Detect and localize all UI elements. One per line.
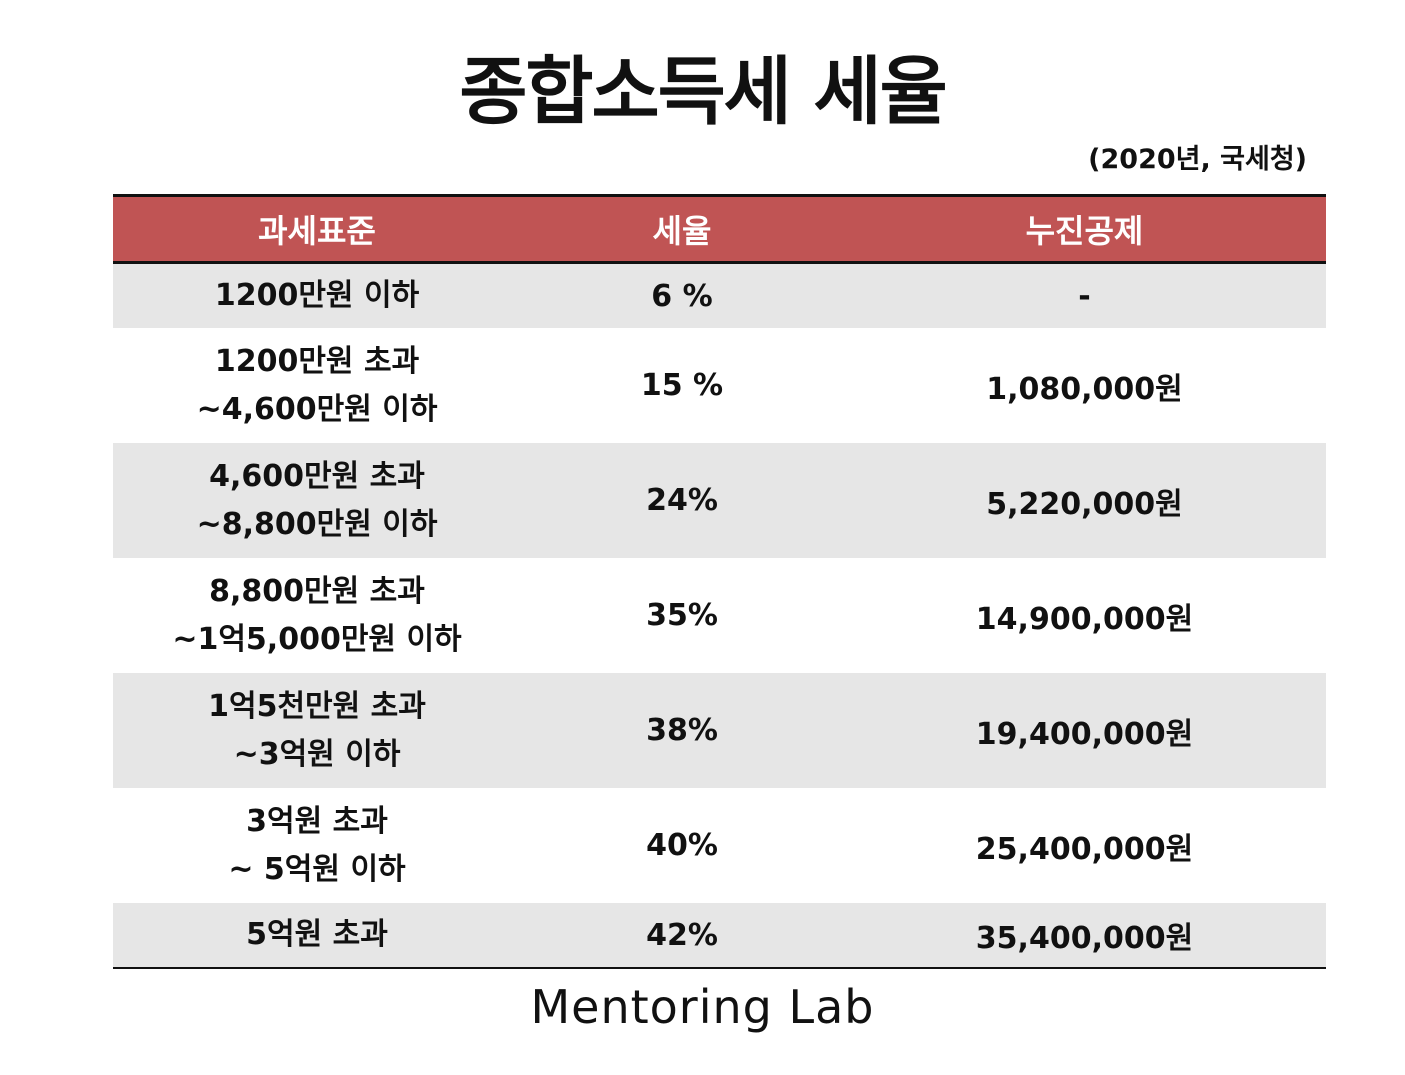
- bracket-cell: 3억원 초과 ~ 5억원 이하: [113, 798, 521, 894]
- header-tax-base: 과세표준: [258, 212, 376, 250]
- bracket-line: ~ 5억원 이하: [228, 851, 406, 887]
- bracket-line: 3억원 초과: [246, 803, 388, 839]
- bracket-line: 1억5천만원 초과: [208, 688, 426, 724]
- deduction-cell: -: [1078, 278, 1091, 314]
- rate-cell: 38%: [646, 713, 718, 748]
- bracket-line: 1200만원 이하: [214, 278, 420, 313]
- bracket-cell: 8,800만원 초과 ~1억5,000만원 이하: [113, 568, 521, 664]
- deduction-cell: 35,400,000원: [975, 921, 1194, 956]
- bracket-cell: 5억원 초과: [113, 911, 521, 959]
- bracket-cell: 1200만원 초과 ~4,600만원 이하: [113, 338, 521, 434]
- bracket-cell: 1억5천만원 초과 ~3억원 이하: [113, 683, 521, 779]
- bracket-line: ~1억5,000만원 이하: [172, 621, 462, 657]
- bracket-line: ~3억원 이하: [233, 736, 401, 772]
- bracket-line: ~8,800만원 이하: [196, 506, 438, 542]
- deduction-cell: 19,400,000원: [975, 716, 1194, 752]
- bracket-cell: 1200만원 이하: [113, 272, 521, 320]
- deduction-cell: 14,900,000원: [975, 601, 1194, 637]
- table-row: 1억5천만원 초과 ~3억원 이하 38% 19,400,000원: [113, 673, 1326, 788]
- table-row: 8,800만원 초과 ~1억5,000만원 이하 35% 14,900,000원: [113, 558, 1326, 673]
- table-row: 1200만원 초과 ~4,600만원 이하 15 % 1,080,000원: [113, 328, 1326, 443]
- brand-logo-text: Mentoring Lab: [530, 980, 875, 1034]
- tax-rate-table: 과세표준 세율 누진공제 1200만원 이하 6 % - 1200만원 초과 ~…: [113, 194, 1326, 969]
- deduction-cell: 1,080,000원: [986, 371, 1183, 407]
- rate-cell: 24%: [646, 483, 718, 518]
- table-row: 1200만원 이하 6 % -: [113, 264, 1326, 328]
- page-title: 종합소득세 세율: [459, 49, 947, 135]
- rate-cell: 35%: [646, 598, 718, 633]
- rate-cell: 15 %: [640, 368, 724, 403]
- bracket-cell: 4,600만원 초과 ~8,800만원 이하: [113, 453, 521, 549]
- bracket-line: 5억원 초과: [246, 917, 388, 952]
- rate-cell: 40%: [646, 828, 718, 863]
- bracket-line: ~4,600만원 이하: [196, 391, 438, 427]
- source-note: (2020년, 국세청): [1088, 144, 1307, 175]
- header-tax-rate: 세율: [652, 212, 712, 250]
- table-row: 4,600만원 초과 ~8,800만원 이하 24% 5,220,000원: [113, 443, 1326, 558]
- table-header-row: 과세표준 세율 누진공제: [113, 197, 1326, 264]
- deduction-cell: 25,400,000원: [975, 831, 1194, 867]
- table-row: 3억원 초과 ~ 5억원 이하 40% 25,400,000원: [113, 788, 1326, 903]
- rate-cell: 42%: [646, 917, 718, 953]
- bracket-line: 1200만원 초과: [214, 343, 420, 379]
- deduction-cell: 5,220,000원: [986, 486, 1183, 522]
- table-row: 5억원 초과 42% 35,400,000원: [113, 903, 1326, 967]
- bracket-line: 4,600만원 초과: [209, 458, 425, 494]
- header-progressive-deduction: 누진공제: [1025, 212, 1144, 250]
- bracket-line: 8,800만원 초과: [209, 573, 425, 609]
- rate-cell: 6 %: [651, 278, 713, 314]
